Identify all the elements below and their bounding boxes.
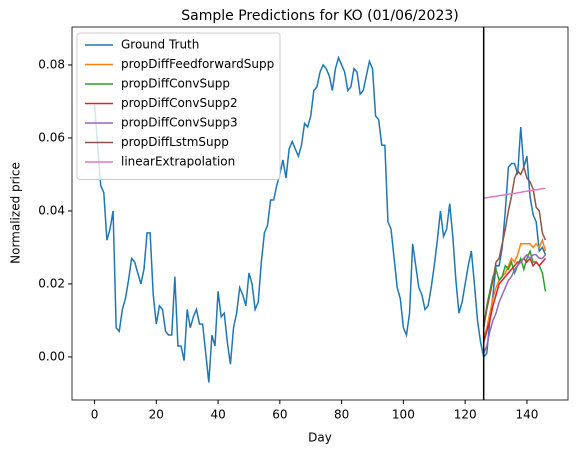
x-tick-label: 120 [454,408,477,422]
y-tick-label: 0.02 [38,276,65,290]
plot-frame [71,26,569,401]
x-tick-label: 40 [210,408,225,422]
legend-label: propDiffConvSupp3 [121,116,238,130]
legend-label: propDiffConvSupp2 [121,96,238,110]
y-tick-label: 0.06 [38,130,65,144]
series-line [482,164,547,328]
x-axis-label: Day [308,431,332,445]
x-tick-label: 100 [392,408,415,422]
y-tick-label: 0.08 [38,57,65,71]
legend-label: propDiffConvSupp [121,77,230,91]
x-tick-label: 0 [91,408,99,422]
x-tick-label: 60 [272,408,287,422]
x-tick-label: 20 [149,408,164,422]
y-tick-label: 0.04 [38,203,65,217]
chart-title: Sample Predictions for KO (01/06/2023) [181,8,458,24]
series-line [482,237,547,339]
legend-label: Ground Truth [121,38,199,52]
y-tick-label: 0.00 [38,349,65,363]
legend-label: propDiffFeedforwardSupp [121,57,274,71]
y-axis-label: Normalized price [9,162,23,264]
legend-label: propDiffLstmSupp [121,135,229,149]
legend-label: linearExtrapolation [121,155,235,169]
series-line [482,256,547,343]
legend-box [76,32,281,180]
series-line [483,187,546,199]
x-tick-label: 140 [515,408,538,422]
series-line [482,253,547,354]
x-tick-label: 80 [334,408,349,422]
series-line [93,55,547,383]
